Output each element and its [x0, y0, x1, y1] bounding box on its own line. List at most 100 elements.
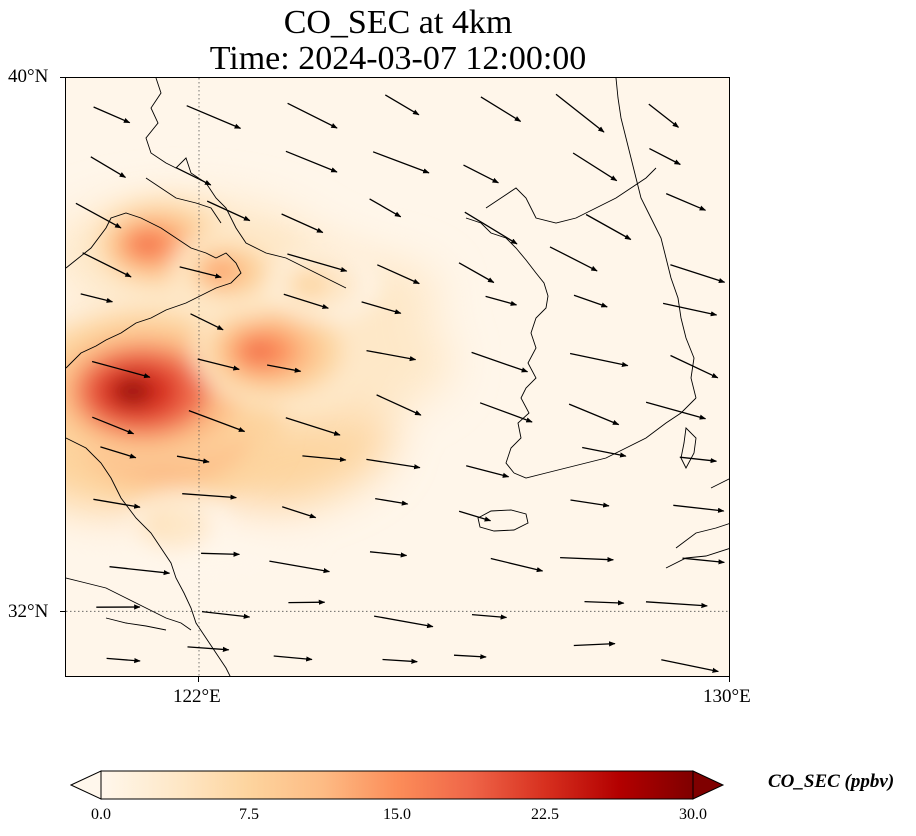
wind-vectors — [75, 93, 726, 673]
wind-vector — [361, 301, 402, 315]
lon-tick-130e — [729, 677, 730, 682]
wind-vector — [302, 455, 347, 463]
wind-vector — [197, 358, 240, 371]
wind-vector — [285, 150, 338, 173]
map-title-line-2: Time: 2024-03-07 12:00:00 — [209, 40, 587, 77]
coastlines — [66, 78, 729, 676]
map-title-line-1: CO_SEC at 4km — [283, 4, 513, 41]
plume-1-level-4 — [114, 379, 151, 404]
wind-vector — [176, 455, 210, 464]
wind-vector — [92, 416, 135, 435]
coastline-11 — [680, 427, 697, 469]
coastline-7 — [485, 167, 657, 224]
wind-vector — [369, 198, 402, 218]
wind-vector — [648, 103, 680, 128]
wind-vector — [182, 493, 237, 500]
wind-vector — [682, 557, 725, 565]
wind-vector — [201, 610, 251, 619]
wind-vector — [458, 510, 492, 522]
wind-vector — [100, 446, 137, 459]
wind-vector — [369, 551, 408, 558]
wind-vector — [206, 200, 251, 222]
coastline-13 — [675, 523, 729, 549]
wind-vector — [372, 151, 430, 174]
wind-vector — [466, 465, 510, 478]
wind-vector — [106, 657, 141, 664]
wind-vector — [201, 551, 241, 557]
coastline-3 — [66, 437, 231, 676]
coastline-14 — [665, 548, 729, 569]
coastline-8 — [513, 397, 697, 479]
wind-vector — [673, 504, 725, 513]
wind-vector — [269, 560, 331, 574]
concentration-field — [66, 193, 453, 570]
wind-vector — [568, 403, 620, 426]
wind-vector — [570, 499, 610, 508]
wind-vector — [549, 246, 598, 272]
wind-vector — [458, 262, 495, 284]
wind-vector — [373, 615, 434, 629]
wind-vector — [582, 446, 627, 458]
lat-tick-32n — [60, 611, 65, 612]
wind-vector — [584, 600, 625, 606]
plume-3-level-4 — [133, 236, 159, 253]
plume-6-level-4 — [151, 519, 167, 530]
colorbar-max-extend — [692, 770, 725, 800]
colorbar — [70, 770, 725, 800]
map-panel — [65, 77, 730, 677]
wind-vector — [266, 364, 302, 373]
coastline-9 — [615, 78, 697, 399]
wind-vector — [645, 601, 708, 609]
wind-vector — [665, 193, 707, 211]
coastline-10 — [477, 509, 529, 532]
wind-vector — [569, 352, 629, 367]
wind-vector — [479, 402, 533, 423]
gridlines — [66, 78, 729, 676]
colorbar-tick-2: 15.0 — [383, 806, 411, 823]
wind-vector — [662, 302, 718, 317]
wind-vector — [679, 456, 718, 464]
colorbar-tick-0: 0.0 — [91, 806, 111, 823]
wind-vector — [80, 293, 114, 303]
wind-vector — [75, 202, 122, 229]
wind-vector — [366, 458, 421, 470]
wind-vector — [282, 506, 317, 519]
wind-vector — [175, 167, 212, 186]
wind-vector — [572, 152, 618, 182]
wind-vector — [90, 156, 127, 178]
colorbar-tick-3: 22.5 — [531, 806, 559, 823]
wind-vector — [283, 293, 329, 309]
coastline-5 — [105, 617, 167, 631]
wind-vector — [281, 213, 324, 234]
map-plot — [66, 78, 729, 676]
wind-vector — [471, 613, 508, 620]
wind-vector — [382, 658, 418, 664]
wind-vector — [366, 349, 417, 362]
wind-vector — [179, 266, 222, 279]
wind-vector — [93, 106, 131, 124]
plume-2-level-4 — [245, 342, 273, 361]
wind-vector — [186, 105, 242, 129]
colorbar-tick-4: 30.0 — [679, 806, 707, 823]
wind-vector — [91, 360, 151, 379]
coastline-1 — [145, 78, 347, 289]
colorbar-min-extend — [70, 770, 102, 800]
wind-vector — [285, 417, 341, 436]
wind-vector — [273, 655, 313, 662]
wind-vector — [661, 659, 719, 673]
wind-vector — [287, 102, 338, 129]
plume-5-level-4 — [296, 279, 314, 291]
wind-vector — [93, 498, 141, 509]
wind-vector — [480, 96, 522, 122]
wind-vector — [670, 354, 719, 379]
wind-vector — [384, 94, 420, 116]
lat-label-40n: 40°N — [8, 66, 49, 87]
lon-label-130e: 130°E — [703, 686, 751, 707]
wind-vector — [188, 409, 246, 433]
lat-label-32n: 32°N — [8, 601, 49, 622]
wind-vector — [187, 646, 230, 652]
wind-vector — [376, 394, 422, 416]
wind-vector — [485, 295, 518, 306]
wind-vector — [585, 213, 632, 241]
wind-vector — [670, 264, 726, 283]
